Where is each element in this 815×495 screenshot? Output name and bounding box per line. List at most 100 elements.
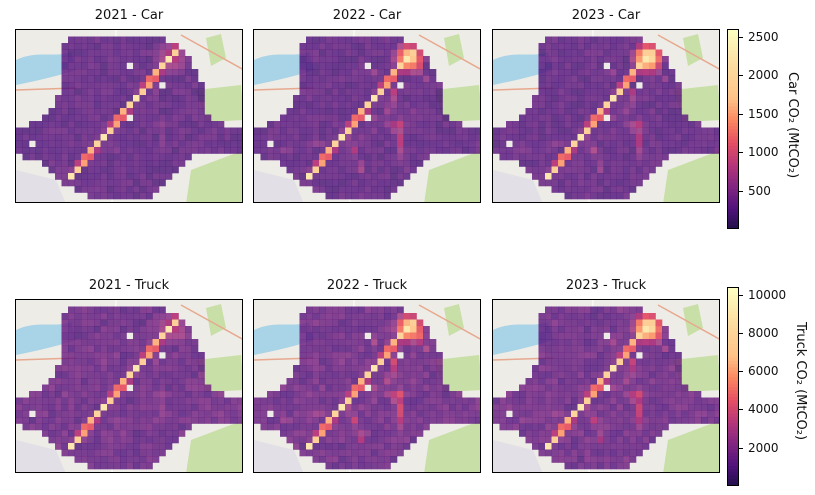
grid-cell: [139, 147, 147, 154]
grid-cell: [68, 384, 75, 392]
colorbar-car-tick-mark: [739, 75, 743, 77]
grid-cell: [655, 56, 663, 63]
grid-cell: [319, 62, 326, 70]
grid-cell: [694, 147, 702, 154]
grid-cell: [351, 397, 359, 405]
grid-cell: [358, 134, 365, 141]
grid-cell: [48, 108, 56, 115]
grid-cell: [87, 436, 95, 444]
grid-cell: [74, 101, 82, 109]
grid-cell: [146, 192, 153, 200]
grid-cell: [146, 449, 153, 457]
grid-cell: [358, 95, 365, 102]
grid-cell: [538, 423, 546, 431]
grid-cell: [345, 384, 352, 392]
grid-cell: [577, 352, 585, 359]
grid-cell: [152, 345, 160, 353]
colorbar-truck-tick-label: 4000: [748, 402, 779, 417]
grid-cell: [636, 313, 643, 320]
grid-cell: [558, 160, 565, 167]
grid-cell: [603, 43, 611, 50]
grid-cell: [74, 326, 82, 333]
grid-cell: [384, 397, 391, 405]
grid-cell: [165, 153, 173, 161]
grid-cell: [42, 430, 49, 437]
grid-cell: [649, 423, 656, 431]
grid-cell: [133, 313, 140, 320]
grid-cell: [191, 352, 199, 359]
grid-cell: [662, 95, 669, 102]
grid-cell: [358, 108, 365, 115]
grid-cell: [403, 82, 411, 89]
grid-cell: [545, 326, 552, 333]
grid-cell: [172, 436, 179, 444]
grid-cell: [100, 410, 108, 418]
colorbar-truck-tick-label: 8000: [748, 325, 779, 340]
grid-cell: [364, 82, 372, 89]
grid-cell: [525, 410, 533, 418]
grid-cell: [191, 410, 199, 418]
grid-cell: [629, 114, 637, 122]
grid-cell: [172, 121, 179, 128]
grid-cell: [597, 358, 604, 366]
grid-cell: [577, 101, 585, 109]
grid-cell: [545, 82, 552, 89]
grid-cell: [299, 75, 307, 83]
grid-cell: [152, 371, 160, 379]
grid-cell: [649, 352, 656, 359]
grid-cell: [390, 114, 398, 122]
grid-cell: [198, 365, 205, 372]
grid-cell: [74, 345, 82, 353]
grid-cell: [120, 430, 127, 437]
grid-cell: [81, 49, 88, 57]
grid-cell: [610, 49, 617, 57]
grid-cell: [403, 332, 411, 340]
grid-cell: [416, 352, 424, 359]
grid-cell: [42, 140, 49, 148]
grid-cell: [571, 179, 578, 187]
grid-cell: [616, 153, 624, 161]
grid-cell: [319, 127, 326, 135]
grid-cell: [68, 62, 75, 70]
grid-cell: [436, 127, 443, 135]
grid-cell: [319, 345, 326, 353]
grid-cell: [332, 384, 339, 392]
grid-cell: [558, 43, 565, 50]
grid-cell: [191, 404, 199, 411]
grid-cell: [603, 378, 611, 385]
grid-cell: [293, 140, 300, 148]
grid-cell: [159, 391, 166, 398]
grid-cell: [397, 436, 404, 444]
grid-cell: [655, 410, 663, 418]
grid-cell: [364, 404, 372, 411]
grid-cell: [668, 345, 676, 353]
grid-cell: [390, 153, 398, 161]
grid-cell: [325, 173, 333, 180]
grid-cell: [403, 153, 411, 161]
grid-cell: [178, 62, 186, 70]
grid-cell: [94, 101, 101, 109]
grid-cell: [377, 345, 385, 353]
grid-cell: [55, 423, 62, 431]
grid-cell: [94, 166, 101, 174]
grid-cell: [87, 449, 95, 457]
grid-cell: [100, 173, 108, 180]
grid-cell: [126, 391, 134, 398]
grid-cell: [384, 443, 391, 450]
grid-cell: [545, 391, 552, 398]
colorbar-car-tick-label: 2500: [748, 29, 779, 44]
grid-cell: [113, 186, 121, 193]
grid-cell: [306, 443, 313, 450]
grid-cell: [364, 147, 372, 154]
grid-cell: [61, 108, 69, 115]
grid-cell: [558, 114, 565, 122]
grid-cell: [584, 352, 591, 359]
grid-cell: [616, 319, 624, 327]
grid-cell: [87, 186, 95, 193]
grid-cell: [584, 339, 591, 346]
grid-cell: [564, 62, 572, 70]
grid-cell: [191, 95, 199, 102]
grid-cell: [260, 147, 268, 154]
grid-cell: [293, 365, 300, 372]
grid-cell: [351, 371, 359, 379]
